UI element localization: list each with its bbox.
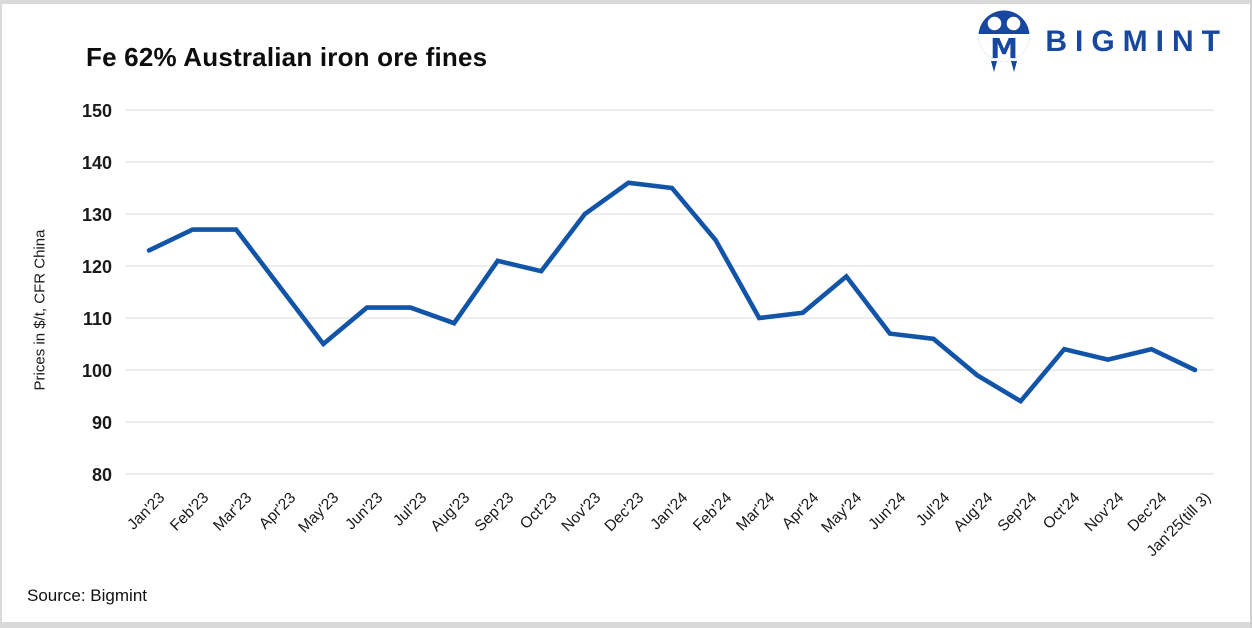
y-tick-label: 110 xyxy=(82,309,112,329)
y-tick-label: 90 xyxy=(91,413,112,433)
svg-text:M: M xyxy=(990,32,1018,65)
page-title: Fe 62% Australian iron ore fines xyxy=(86,42,488,72)
y-tick-label: 150 xyxy=(81,101,112,121)
y-tick-label: 140 xyxy=(81,153,112,173)
y-tick-label: 130 xyxy=(81,205,112,225)
source-note: Source: Bigmint xyxy=(27,586,147,605)
window-bottom-edge xyxy=(2,622,1250,628)
y-tick-label: 100 xyxy=(81,361,112,381)
bigmint-logo: M BIGMINT xyxy=(975,9,1228,75)
price-series-line xyxy=(146,180,1198,405)
bigmint-logo-icon: M xyxy=(978,10,1030,72)
window-top-edge xyxy=(2,0,1250,4)
y-tick-label: 120 xyxy=(81,257,112,277)
bigmint-logo-text: BIGMINT xyxy=(1045,25,1228,58)
y-tick-label: 80 xyxy=(91,465,112,485)
